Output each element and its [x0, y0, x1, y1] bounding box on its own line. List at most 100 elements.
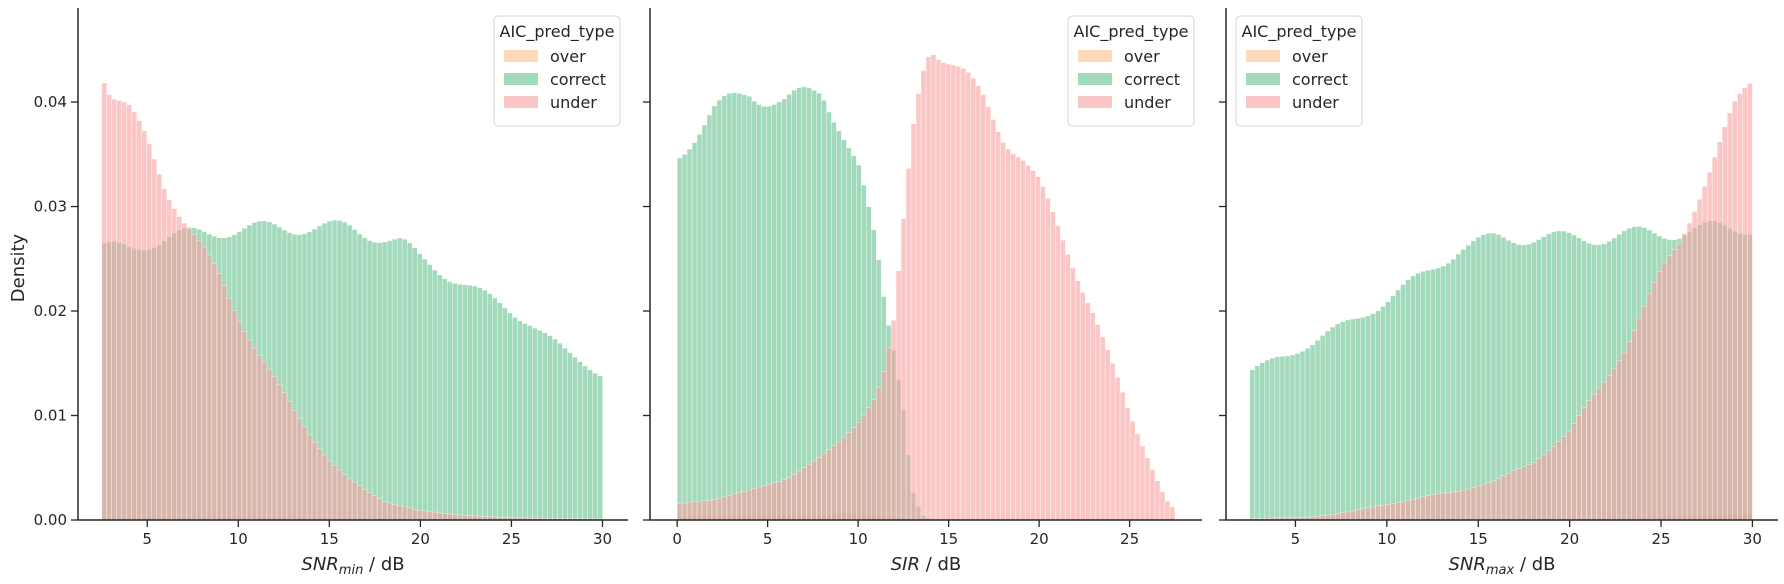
bar-correct — [1490, 232, 1497, 521]
bar-correct — [1329, 326, 1336, 521]
bar-under — [326, 460, 333, 521]
bar-under — [691, 501, 698, 521]
y-tick-label: 0.04 — [34, 93, 67, 111]
bar-under — [1104, 349, 1111, 521]
bar-correct — [1465, 244, 1472, 521]
x-tick-label: 5 — [1291, 530, 1301, 548]
bar-under — [1010, 153, 1016, 521]
bar-correct — [482, 289, 488, 521]
legend-label-correct: correct — [1292, 70, 1348, 89]
bar-correct — [696, 134, 703, 521]
bar-under — [1747, 83, 1753, 521]
bar-under — [406, 507, 413, 521]
bar-correct — [786, 94, 792, 521]
bar-under — [1370, 506, 1376, 521]
bar-correct — [751, 100, 758, 521]
bar-under — [856, 421, 862, 521]
bar-correct — [1380, 306, 1386, 521]
x-tick-label: 10 — [229, 530, 248, 548]
bar-under — [261, 361, 268, 521]
bar-under — [836, 441, 842, 521]
bar-under — [1576, 415, 1582, 521]
bar-correct — [806, 87, 812, 521]
bar-under — [1515, 468, 1522, 521]
bar-correct — [1259, 362, 1266, 521]
bar-correct — [1304, 348, 1311, 521]
bar-correct — [1294, 353, 1301, 521]
bar-correct — [406, 242, 413, 521]
bar-under — [1005, 148, 1011, 521]
bar-correct — [746, 96, 753, 521]
bar-correct — [502, 307, 508, 521]
bar-correct — [457, 284, 463, 521]
bar-under — [861, 414, 867, 521]
bar-correct — [1415, 272, 1421, 521]
bar-under — [1025, 165, 1031, 521]
bar-under — [1395, 502, 1401, 521]
x-tick-label: 25 — [1120, 530, 1139, 548]
bar-correct — [552, 338, 558, 521]
bar-under — [1080, 292, 1086, 521]
bar-correct — [1269, 357, 1276, 521]
x-tick-label: 20 — [1560, 530, 1579, 548]
bar-correct — [1355, 318, 1361, 521]
bar-correct — [1289, 354, 1296, 521]
bar-under — [985, 106, 991, 521]
bar-under — [1390, 503, 1396, 521]
y-tick-label: 0.03 — [34, 198, 67, 216]
bar-under — [1596, 387, 1602, 521]
bar-under — [1701, 186, 1708, 521]
bar-correct — [1360, 317, 1366, 521]
bar-under — [452, 514, 458, 521]
x-tick-label: 25 — [502, 530, 521, 548]
bar-under — [416, 510, 423, 521]
x-axis-label-sub: min — [339, 563, 364, 578]
bar-under — [806, 464, 812, 521]
bar-under — [960, 68, 967, 521]
bar-under — [1646, 293, 1653, 521]
y-tick-label: 0.01 — [34, 407, 67, 425]
bar-under — [311, 441, 318, 521]
bar-under — [1450, 491, 1457, 521]
bar-under — [1636, 318, 1643, 521]
bar-correct — [416, 253, 423, 521]
x-tick-label: 20 — [411, 530, 430, 548]
bar-under — [826, 449, 832, 521]
bar-under — [1089, 312, 1096, 521]
bar-under — [411, 508, 418, 521]
bar-under — [447, 513, 453, 521]
bar-under — [1686, 222, 1693, 521]
bar-correct — [542, 332, 548, 521]
bar-under — [880, 371, 887, 521]
bar-under — [1060, 239, 1066, 521]
bar-under — [116, 100, 122, 521]
bar-under — [331, 465, 338, 521]
legend-swatch-correct — [1246, 73, 1280, 85]
bar-under — [816, 457, 822, 521]
bar-under — [1671, 249, 1678, 521]
bar-correct — [1319, 335, 1326, 521]
bar-under — [1505, 473, 1512, 521]
bar-under — [306, 434, 313, 521]
panel-snr-min: 0.00 0.01 0.02 0.03 0.04 5 10 15 20 25 30 SNRmin / … — [34, 8, 628, 578]
bar-correct — [351, 229, 358, 521]
bar-correct — [736, 93, 743, 521]
bar-under — [246, 339, 253, 521]
bar-correct — [1249, 369, 1256, 521]
x-axis-label-unit: / dB — [1514, 554, 1555, 575]
bar-under — [950, 64, 957, 521]
bar-under — [1445, 492, 1452, 521]
bar-correct — [1370, 313, 1376, 521]
legend-title: AIC_pred_type — [1074, 22, 1189, 42]
bar-under — [1500, 475, 1507, 521]
bar-under — [256, 354, 263, 521]
bar-correct — [587, 369, 593, 521]
bar-under — [846, 432, 852, 521]
bar-under — [866, 407, 872, 521]
bar-under — [236, 321, 243, 521]
legend-label-correct: correct — [1124, 70, 1180, 89]
bar-correct — [376, 242, 383, 521]
bar-under — [216, 273, 223, 521]
